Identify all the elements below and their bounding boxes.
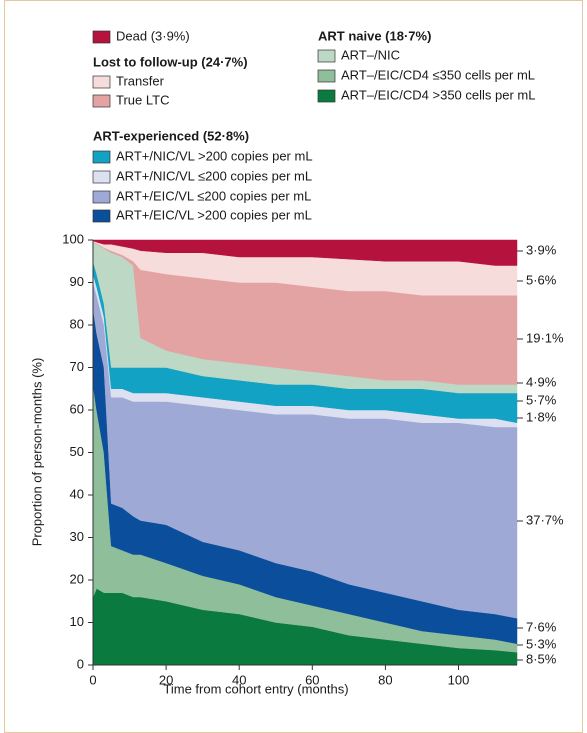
- legend-swatch: [317, 49, 336, 63]
- legend-group-title: ART-experienced (52·8%): [93, 128, 249, 143]
- annotation: 5·6%: [526, 272, 557, 287]
- legend-label: True LTC: [116, 92, 169, 107]
- legend-swatch: [92, 94, 111, 108]
- legend-label: ART+/NIC/VL >200 copies per mL: [116, 148, 313, 163]
- legend-swatch: [317, 69, 336, 83]
- legend-group-title: ART naive (18·7%): [318, 28, 431, 43]
- y-tick-label: 60: [70, 401, 84, 416]
- annotation: 3·9%: [526, 242, 557, 257]
- area: [92, 239, 518, 266]
- y-tick-label: 90: [70, 274, 84, 289]
- annotation: 5·7%: [526, 392, 557, 407]
- y-tick-label: 0: [77, 656, 84, 671]
- y-tick-label: 10: [70, 614, 84, 629]
- annotation: 1·8%: [526, 409, 557, 424]
- y-tick-label: 40: [70, 486, 84, 501]
- x-tick-label: 100: [448, 672, 470, 687]
- x-tick-label: 80: [378, 672, 392, 687]
- legend-swatch: [92, 170, 111, 184]
- legend-label: ART+/EIC/VL >200 copies per mL: [116, 207, 312, 222]
- x-axis-label: Time from cohort entry (months): [163, 681, 348, 696]
- annotation: 5·3%: [526, 636, 557, 651]
- x-tick-label: 20: [159, 672, 173, 687]
- legend-label: ART+/EIC/VL ≤200 copies per mL: [116, 188, 311, 203]
- legend-label: Transfer: [116, 73, 165, 88]
- annotation: 8·5%: [526, 651, 557, 666]
- legend-label: Dead (3·9%): [116, 28, 190, 43]
- annotation: 4·9%: [526, 374, 557, 389]
- legend-group-title: Lost to follow-up (24·7%): [93, 54, 248, 69]
- legend-swatch: [92, 209, 111, 223]
- y-tick-label: 70: [70, 359, 84, 374]
- legend-label: ART–/NIC: [341, 47, 400, 62]
- annotation: 19·1%: [526, 330, 564, 345]
- y-tick-label: 80: [70, 316, 84, 331]
- legend-swatch: [92, 30, 111, 44]
- annotation: 37·7%: [526, 512, 564, 527]
- y-tick-label: 20: [70, 571, 84, 586]
- y-tick-label: 30: [70, 529, 84, 544]
- legend-label: ART–/EIC/CD4 ≤350 cells per mL: [341, 67, 535, 82]
- legend-label: ART+/NIC/VL ≤200 copies per mL: [116, 168, 312, 183]
- legend-swatch: [92, 75, 111, 89]
- x-tick-label: 40: [232, 672, 246, 687]
- legend-swatch: [92, 190, 111, 204]
- legend-label: ART–/EIC/CD4 >350 cells per mL: [341, 87, 535, 102]
- legend-swatch: [92, 150, 111, 164]
- annotation: 7·6%: [526, 619, 557, 634]
- legend-swatch: [317, 89, 336, 103]
- x-tick-label: 60: [305, 672, 319, 687]
- x-tick-label: 0: [89, 672, 96, 687]
- y-tick-label: 100: [62, 231, 84, 246]
- y-axis-label: Proportion of person-months (%): [29, 358, 44, 547]
- y-tick-label: 50: [70, 444, 84, 459]
